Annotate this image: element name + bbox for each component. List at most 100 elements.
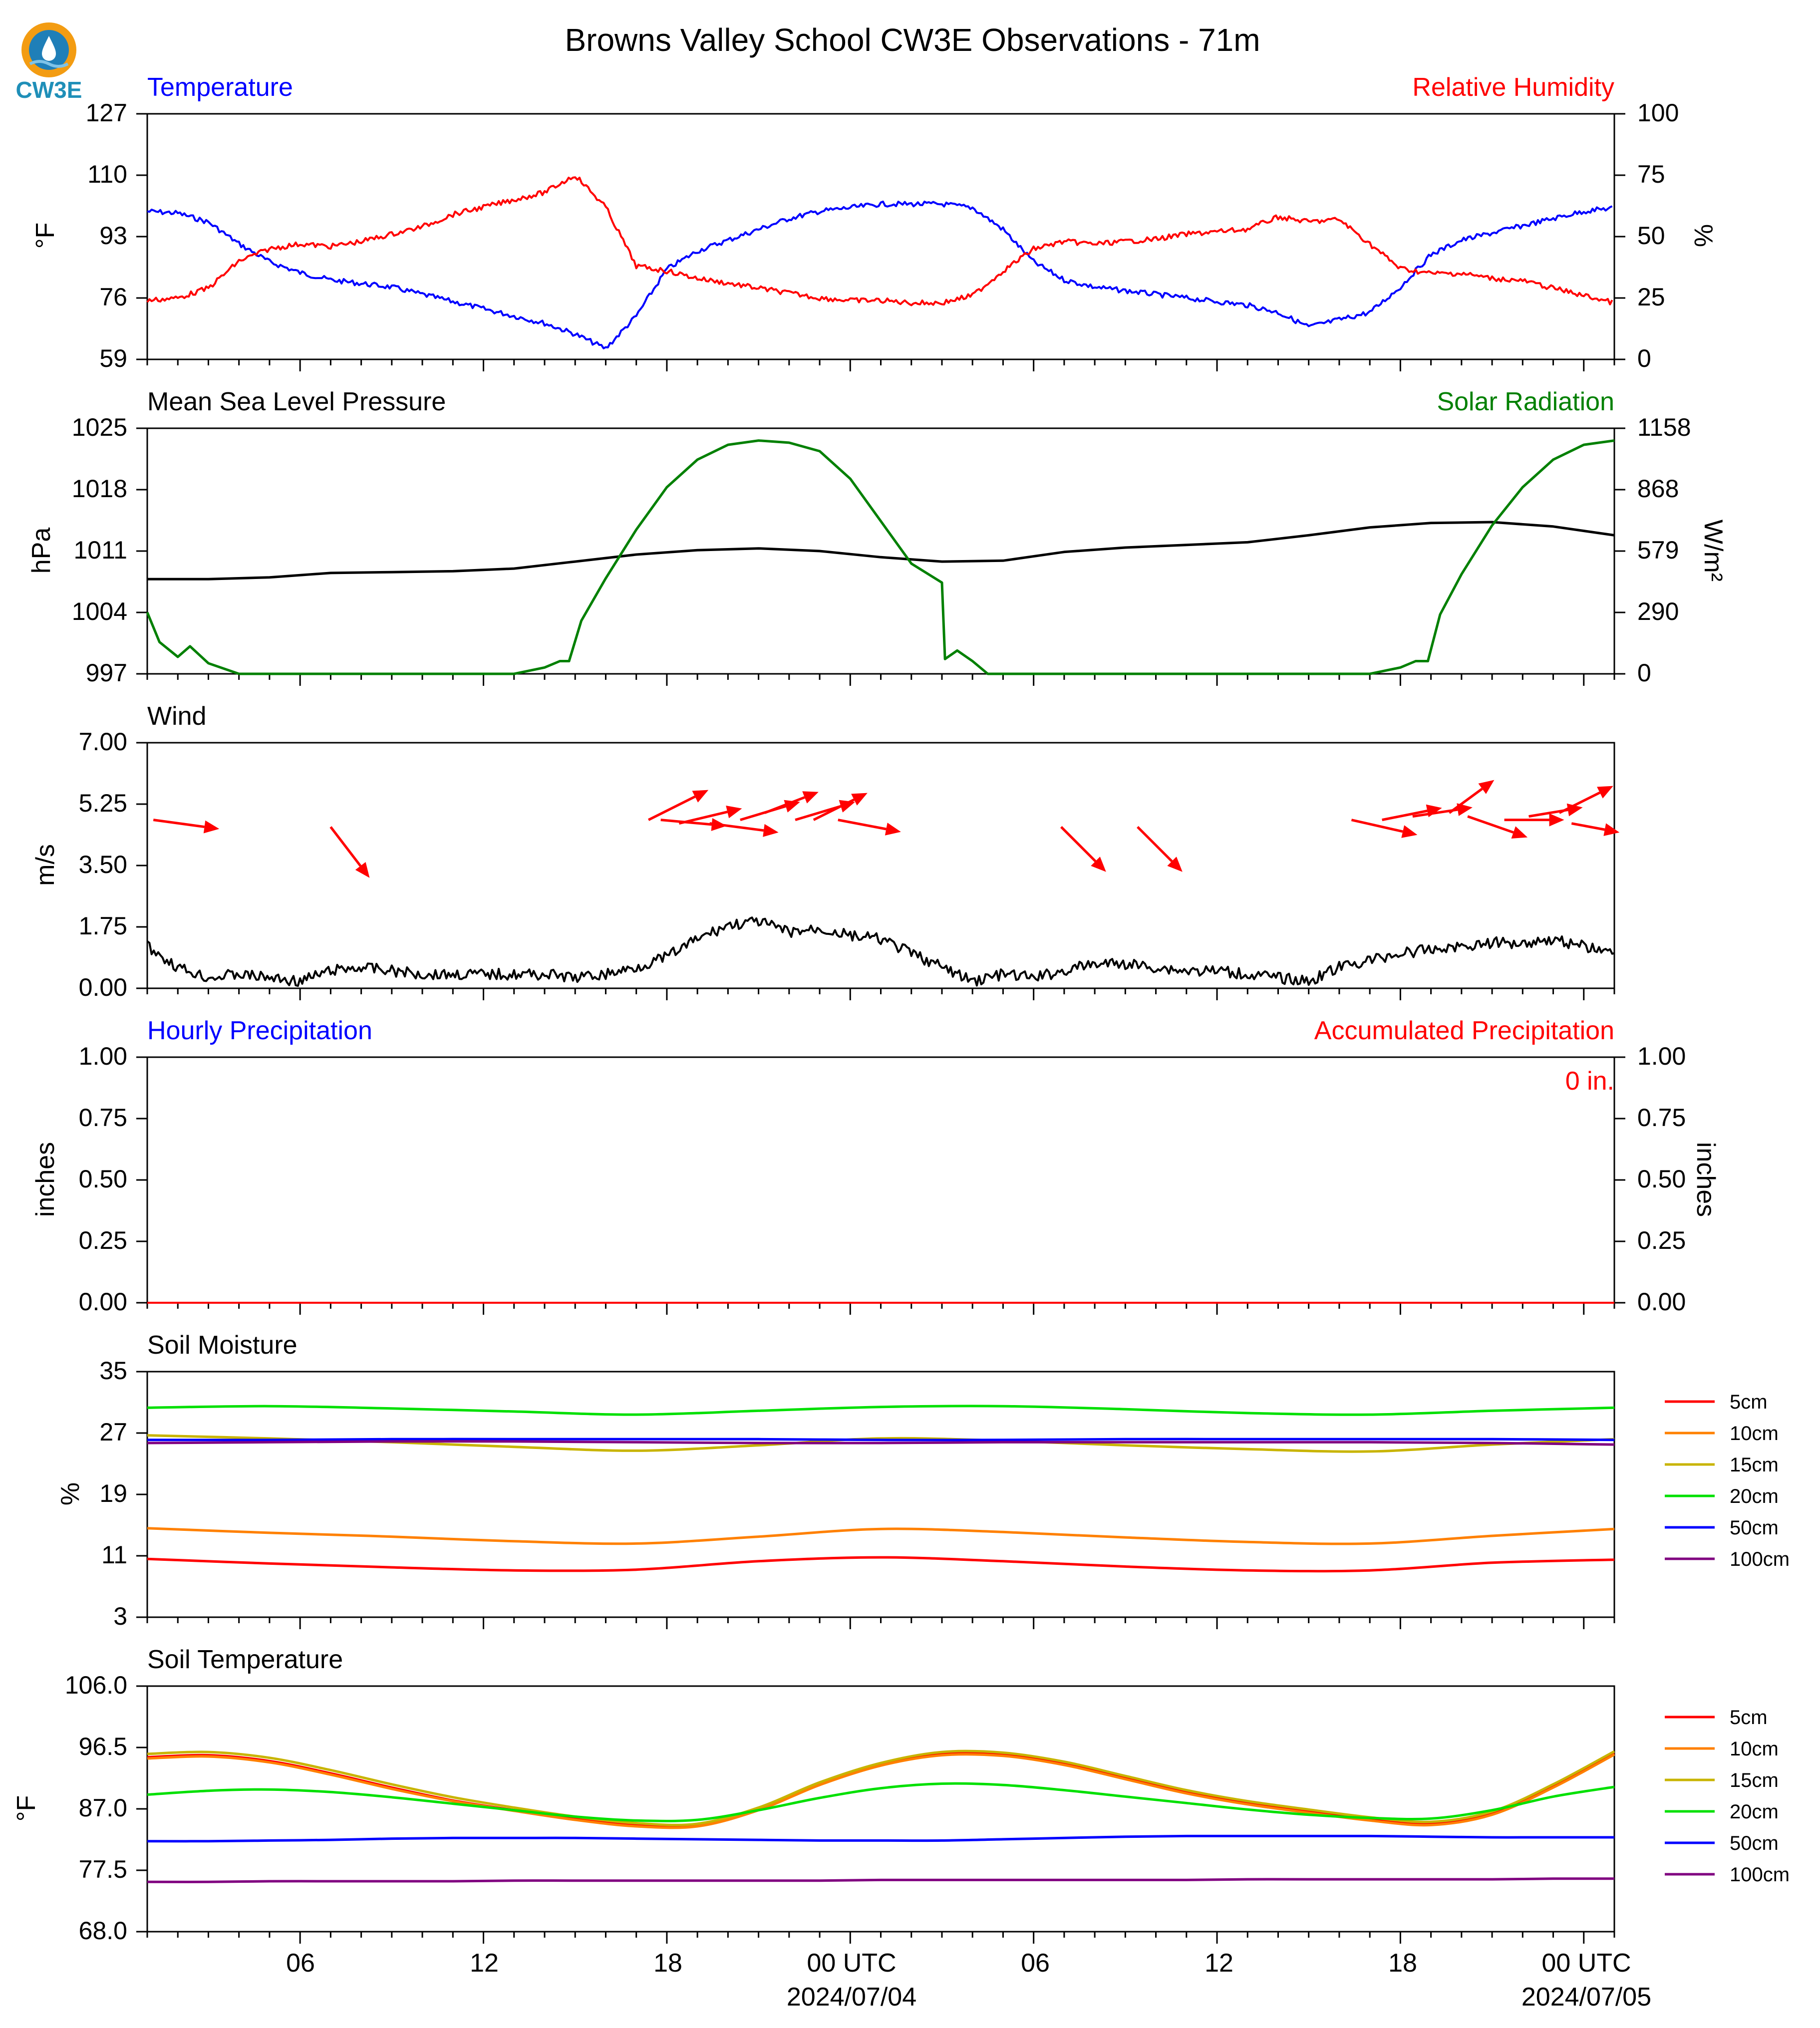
x-date-label: 2024/07/04 [787,1983,916,2012]
y-tick-label-right: 1.00 [1637,1042,1686,1070]
wind-arrow [679,806,742,824]
y-tick-label-right: 25 [1637,283,1665,311]
y-tick-label: 1.75 [79,912,127,940]
x-tick-label: 00 UTC [807,1949,896,1978]
plot-area-wind [136,743,1614,1000]
accumulated-total-annotation: 0 in. [1565,1067,1614,1096]
panel-precipitation: Hourly Precipitation Accumulated Precipi… [31,1016,1720,1316]
y-tick-label: 0.25 [79,1226,127,1254]
y-tick-label: 3.50 [79,851,127,878]
panel-left-title: Soil Temperature [147,1645,343,1674]
wind-arrow-head [763,824,778,837]
wind-arrow-shaft [1351,820,1403,832]
plot-frame [147,1686,1614,1932]
plot-area-soil-moisture [136,1372,1614,1629]
y-tick-label-right: 100 [1637,99,1679,127]
y-axis-label-right: % [1689,224,1718,247]
cw3e-logo: CW3E [16,22,82,103]
legend-soil-temperature: 5cm 10cm 15cm 20cm 50cm 100cm [1665,1707,1790,1886]
y-tick-label: 68.0 [79,1917,127,1945]
logo-text: CW3E [16,77,82,103]
y-tick-label: 11 [101,1541,127,1569]
y-tick-label: 0.00 [79,1288,127,1316]
y-tick-labels-right: 0 290 579 868 1158 [1637,413,1691,687]
x-date-label: 2024/07/05 [1521,1983,1651,2012]
wind-arrow-head [802,791,819,803]
figure-title: Browns Valley School CW3E Observations -… [565,22,1260,58]
y-tick-label-right: 579 [1637,536,1679,564]
wind-arrow [765,791,819,813]
legend-label: 50cm [1730,1517,1779,1539]
series-line-20cm [147,1783,1614,1821]
y-axis-label-right: inches [1691,1142,1720,1217]
y-tick-label: 35 [99,1357,127,1385]
wind-arrow-shaft [330,827,360,866]
y-axis-label: % [56,1482,85,1505]
wind-arrow-shaft [1061,827,1096,862]
plot-frame [147,114,1614,359]
legend-label: 5cm [1730,1391,1768,1413]
wind-arrow [1413,803,1473,816]
series-line-50cm [147,1836,1614,1841]
legend-label: 100cm [1730,1864,1790,1886]
x-tick-label: 18 [1388,1949,1417,1978]
series-line-mean-sea-level-pressure [147,522,1614,579]
y-tick-label-right: 290 [1637,597,1679,625]
legend-label: 10cm [1730,1738,1779,1760]
panel-left-title: Hourly Precipitation [147,1016,372,1045]
wind-arrow-shaft [1571,824,1605,830]
y-tick-label: 127 [86,99,127,127]
panel-left-title: Wind [147,702,206,731]
y-axis-label: hPa [27,528,56,574]
y-tick-label-right: 0.50 [1637,1165,1686,1193]
wind-arrow [1449,780,1494,813]
wind-arrow [648,790,708,820]
wind-arrow-head [1603,823,1619,836]
series-line-10cm [147,1528,1614,1544]
y-tick-label: 3 [113,1602,127,1630]
wind-arrow [1571,823,1619,836]
wind-arrow-head [1401,825,1417,838]
plot-frame [147,743,1614,988]
series-line-temperature [147,202,1612,348]
y-tick-label: 7.00 [79,728,127,756]
legend-label: 50cm [1730,1832,1779,1854]
series-line-wind [147,917,1614,986]
x-tick-label: 12 [1205,1949,1233,1978]
legend-label: 20cm [1730,1801,1779,1823]
plot-frame [147,1057,1614,1303]
y-tick-label-right: 0.25 [1637,1226,1686,1254]
y-tick-label: 19 [99,1479,127,1507]
panel-soil-temperature: Soil Temperature °F 68.0 77.5 87.0 96.5 … [12,1645,1790,1945]
y-axis-label-right: W/m² [1699,520,1728,581]
panel-pressure-solar: Mean Sea Level Pressure Solar Radiation … [27,387,1728,687]
y-tick-label-right: 0.00 [1637,1288,1686,1316]
wind-arrow [1138,827,1183,872]
y-tick-label: 1004 [72,597,127,625]
y-tick-labels: 3 11 19 27 35 [99,1357,127,1630]
panel-right-title: Accumulated Precipitation [1314,1016,1614,1045]
wind-arrow [1061,827,1106,872]
y-tick-label-right: 1158 [1637,413,1691,441]
wind-arrow-head [204,821,219,834]
y-tick-label-right: 0 [1637,659,1651,687]
y-tick-label: 0.75 [79,1104,127,1132]
y-tick-label: 5.25 [79,789,127,817]
y-tick-label: 0.50 [79,1165,127,1193]
y-tick-label: 106.0 [65,1671,127,1699]
panel-right-title: Relative Humidity [1412,73,1614,102]
y-tick-label: 1025 [72,413,127,441]
wind-arrow-head [355,862,370,878]
y-tick-label-right: 0 [1637,344,1651,372]
panel-left-title: Soil Moisture [147,1331,298,1360]
y-axis-label: °F [31,223,60,249]
panel-left-title: Temperature [147,73,293,102]
series-line-50cm [147,1439,1614,1440]
y-tick-labels-right: 0.00 0.25 0.50 0.75 1.00 [1637,1042,1686,1316]
y-axis-label: inches [31,1142,60,1217]
y-tick-label: 96.5 [79,1733,127,1760]
observation-figure: CW3E Browns Valley School CW3E Observati… [0,0,1820,2028]
y-tick-label: 77.5 [79,1855,127,1883]
wind-arrow-shaft [679,812,727,824]
x-tick-label: 06 [286,1949,315,1978]
